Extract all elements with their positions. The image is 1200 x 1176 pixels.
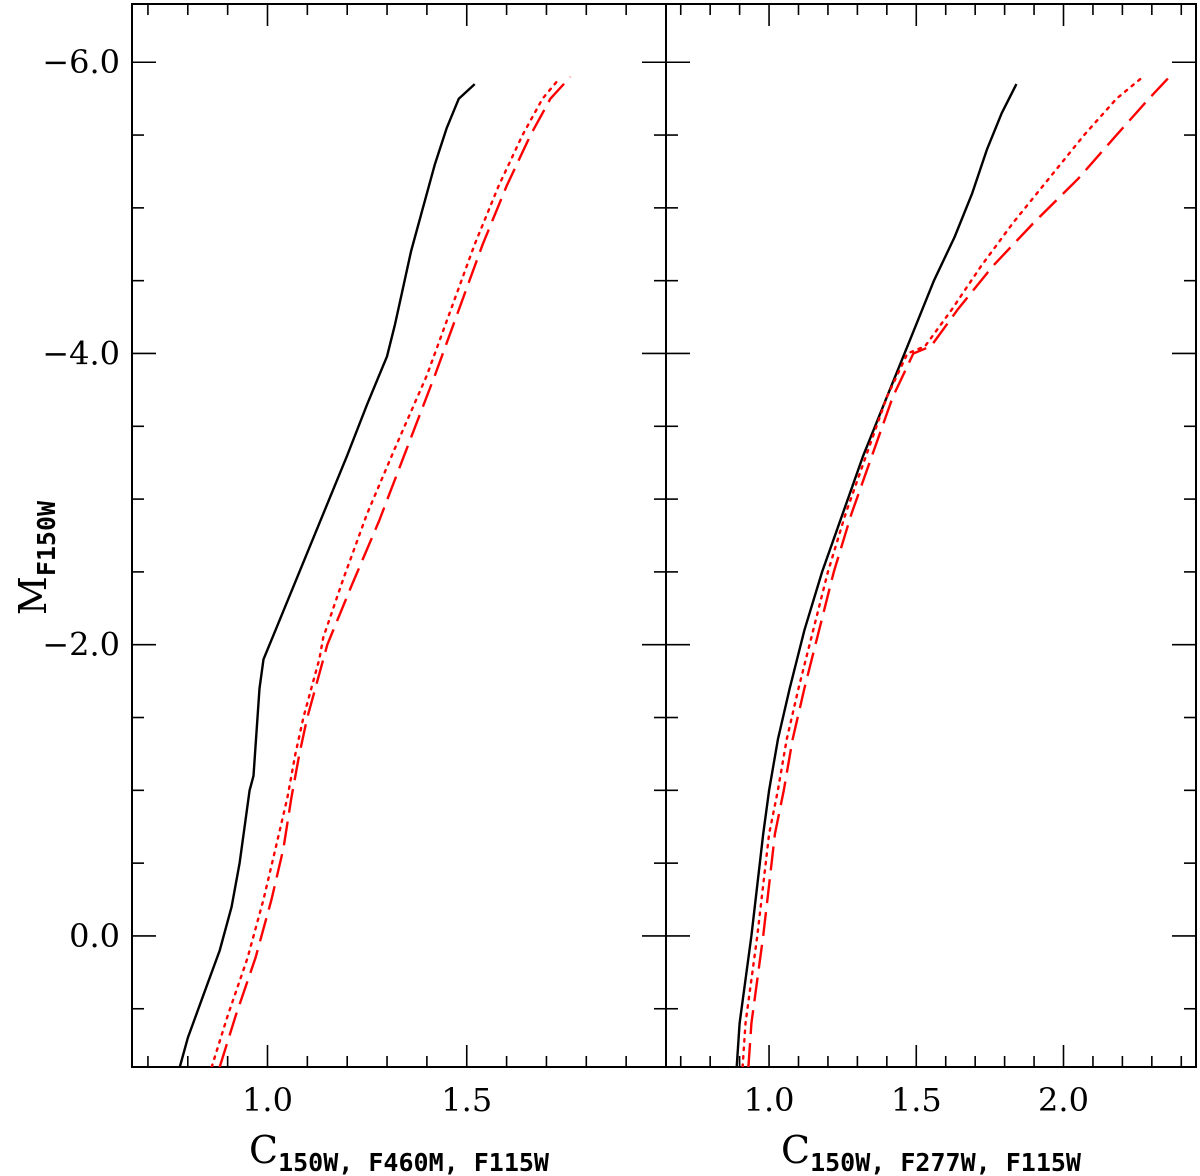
x-tick-label: 1.5 [441,1081,492,1119]
y-tick-label: −4.0 [42,334,120,372]
plot-frame [665,3,1197,1068]
y-tick-label: −2.0 [42,626,120,664]
x-tick-label: 1.0 [744,1081,795,1119]
left-panel: 1.0 1.5 0.0 −2.0 −4.0 −6.0 C150W, F460M, F115W [42,3,667,1176]
x-tick-label: 1.5 [891,1081,942,1119]
plot-frame [131,3,667,1068]
series-dashed-line [747,75,1171,1067]
x-axis-label: C150W, F277W, F115W [781,1128,1082,1176]
right-panel: 1.0 1.5 2.0 C150W, F277W, F115W [665,3,1197,1176]
y-tick-label: 0.0 [69,917,120,955]
x-axis-label: C150W, F460M, F115W [249,1128,550,1176]
y-tick-label: −6.0 [42,43,120,81]
series-solid-line [178,83,476,1067]
x-tick-label: 1.0 [242,1081,293,1119]
series-dotted-line [210,78,560,1067]
series-dotted-line [741,75,1145,1067]
x-tick-label: 2.0 [1038,1081,1089,1119]
y-axis-label: MF150W [11,500,61,615]
series-dashed-line [218,75,572,1067]
series-solid-line [735,83,1018,1067]
